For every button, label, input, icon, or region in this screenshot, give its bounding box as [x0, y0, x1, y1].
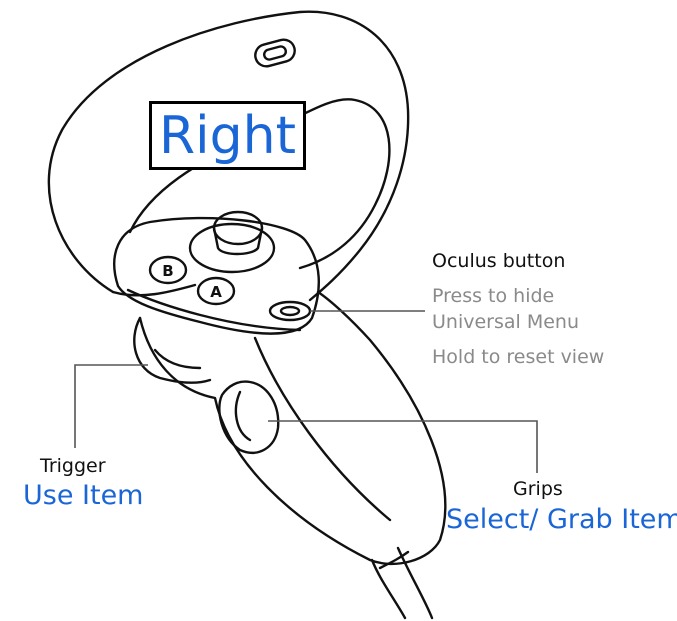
title-label: Right [159, 105, 296, 166]
oculus-line-2: Universal Menu [432, 311, 579, 333]
grips-leader-line [268, 420, 538, 473]
b-button-letter: B [162, 262, 173, 280]
trigger-leader-line [74, 364, 148, 448]
oculus-button-heading: Oculus button [432, 250, 566, 272]
oculus-button-icon [268, 300, 312, 322]
title-box: Right [149, 101, 306, 170]
oculus-line-3: Hold to reset view [432, 346, 605, 368]
trigger-shape [133, 316, 212, 384]
a-button-letter: A [210, 283, 222, 301]
ring-logo-icon [254, 38, 296, 68]
face-plate [113, 216, 320, 335]
thumbstick-icon [188, 222, 276, 274]
grips-heading: Grips [513, 478, 563, 500]
tracking-ring-outer [47, 10, 410, 302]
grip-body [138, 290, 447, 566]
a-button-icon [196, 276, 236, 306]
grip-button [218, 380, 280, 454]
trigger-action: Use Item [23, 480, 144, 511]
trigger-heading: Trigger [40, 455, 106, 477]
b-button-icon [148, 255, 188, 285]
grips-action: Select/ Grab Item [446, 504, 677, 535]
oculus-line-1: Press to hide [432, 285, 555, 307]
